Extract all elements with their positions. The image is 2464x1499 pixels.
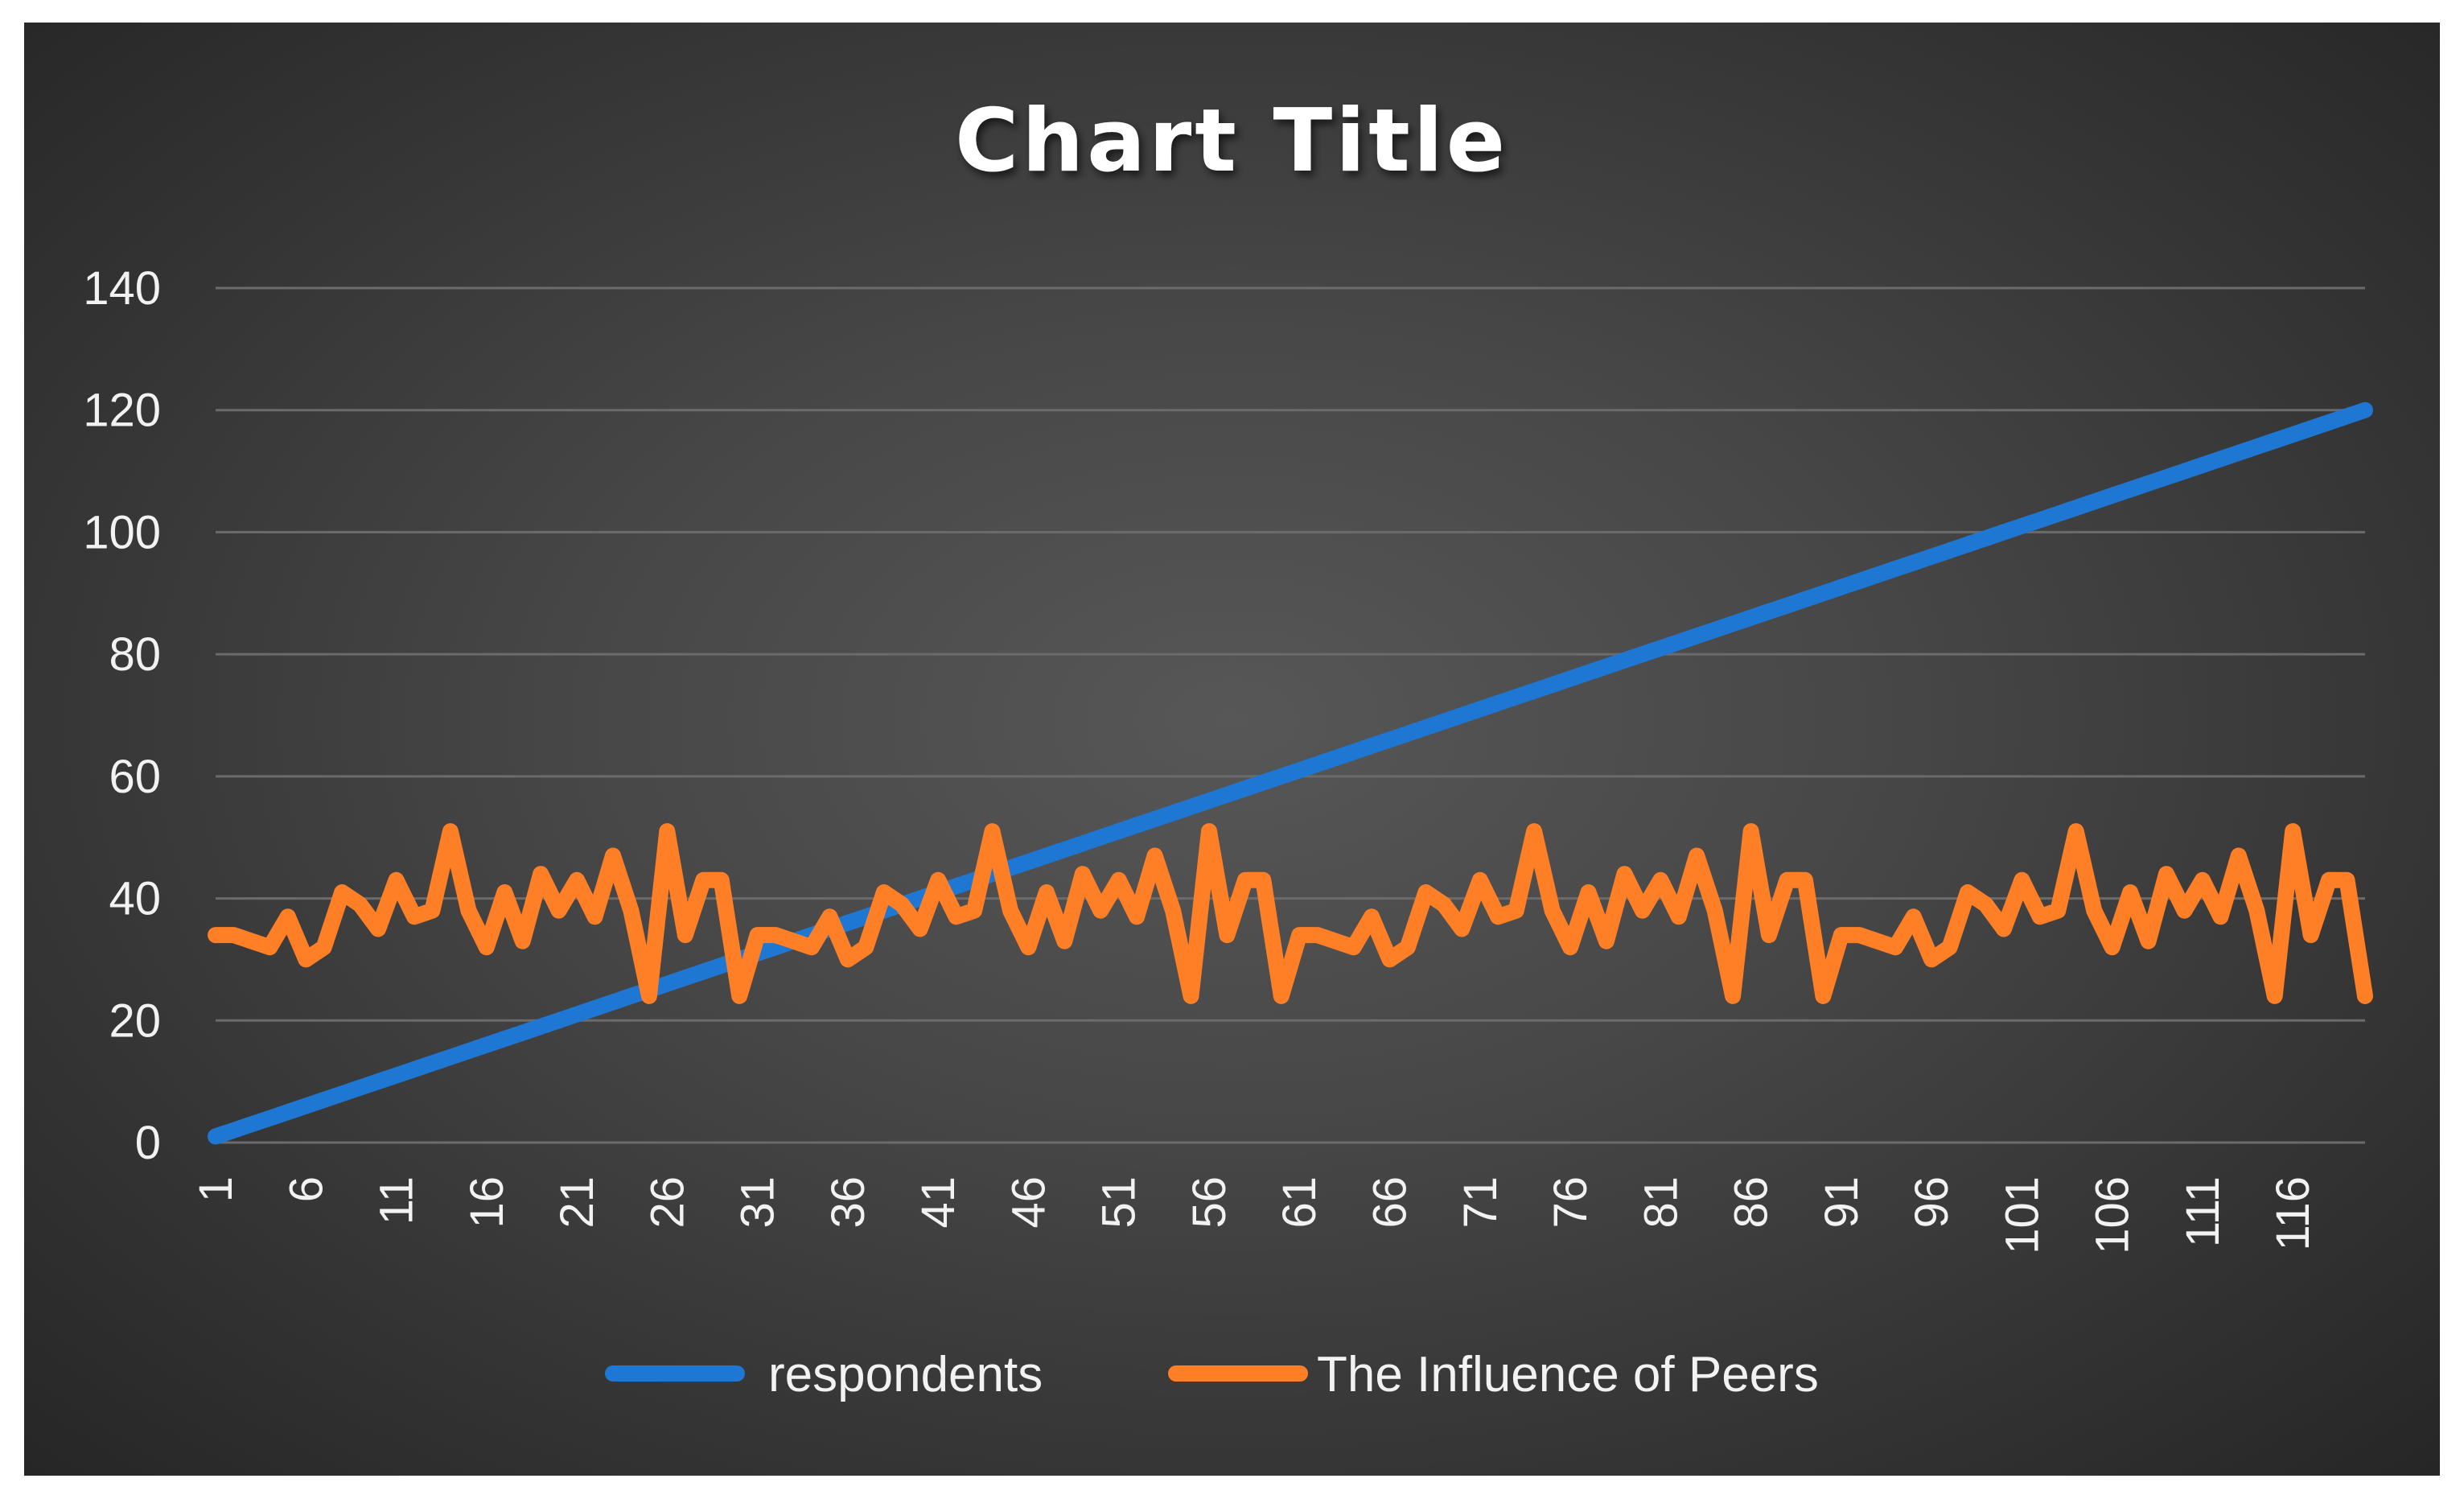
- x-tick-label: 46: [1002, 1176, 1055, 1229]
- legend: respondents The Influence of Peers: [605, 1347, 1819, 1402]
- x-tick-label: 26: [641, 1176, 693, 1229]
- x-tick-label: 6: [280, 1176, 332, 1202]
- y-tick-label: 20: [109, 995, 161, 1047]
- y-tick-label: 120: [83, 385, 161, 437]
- series-line-1: [208, 402, 2373, 1145]
- x-tick-label: 36: [822, 1176, 874, 1229]
- x-tick-label: 96: [1906, 1176, 1958, 1229]
- x-tick-label: 61: [1273, 1176, 1326, 1229]
- x-tick-label: 56: [1183, 1176, 1236, 1229]
- legend-label-2: The Influence of Peers: [1317, 1347, 1819, 1402]
- y-tick-label: 100: [83, 506, 161, 558]
- y-axis-ticks: 0 20 40 60 80 100 120 140: [83, 262, 161, 1169]
- gridlines: [216, 286, 2365, 1144]
- series-line-2: [208, 823, 2373, 1004]
- x-tick-label: 86: [1726, 1176, 1778, 1229]
- x-tick-label: 76: [1545, 1176, 1597, 1229]
- x-tick-label: 11: [371, 1176, 423, 1225]
- x-tick-label: 66: [1364, 1176, 1416, 1229]
- x-tick-label: 101: [1996, 1176, 2048, 1254]
- y-tick-label: 60: [109, 751, 161, 803]
- series-lines: [208, 402, 2373, 1145]
- x-tick-label: 116: [2267, 1176, 2319, 1250]
- x-tick-label: 1: [190, 1176, 242, 1202]
- x-tick-label: 71: [1454, 1176, 1507, 1229]
- y-tick-label: 140: [83, 262, 161, 315]
- x-tick-label: 31: [732, 1176, 784, 1229]
- y-tick-label: 0: [135, 1117, 161, 1169]
- x-tick-label: 21: [551, 1176, 603, 1229]
- x-tick-label: 111: [2177, 1176, 2229, 1247]
- chart-title: Chart Title: [955, 91, 1508, 191]
- y-tick-label: 80: [109, 628, 161, 681]
- x-tick-label: 81: [1635, 1176, 1687, 1229]
- x-tick-label: 51: [1093, 1176, 1146, 1229]
- x-tick-label: 41: [912, 1176, 965, 1229]
- y-tick-label: 40: [109, 873, 161, 925]
- chart-area: [24, 23, 2440, 1476]
- legend-label-1: respondents: [768, 1347, 1043, 1402]
- x-tick-label: 16: [461, 1176, 513, 1229]
- x-axis-ticks: 1 6 11 16 21 26 31 36 41 46 51 56 61 66 71 76 81 86 91 96 10…: [190, 1176, 2319, 1254]
- x-tick-label: 106: [2087, 1176, 2139, 1254]
- x-tick-label: 91: [1816, 1176, 1868, 1229]
